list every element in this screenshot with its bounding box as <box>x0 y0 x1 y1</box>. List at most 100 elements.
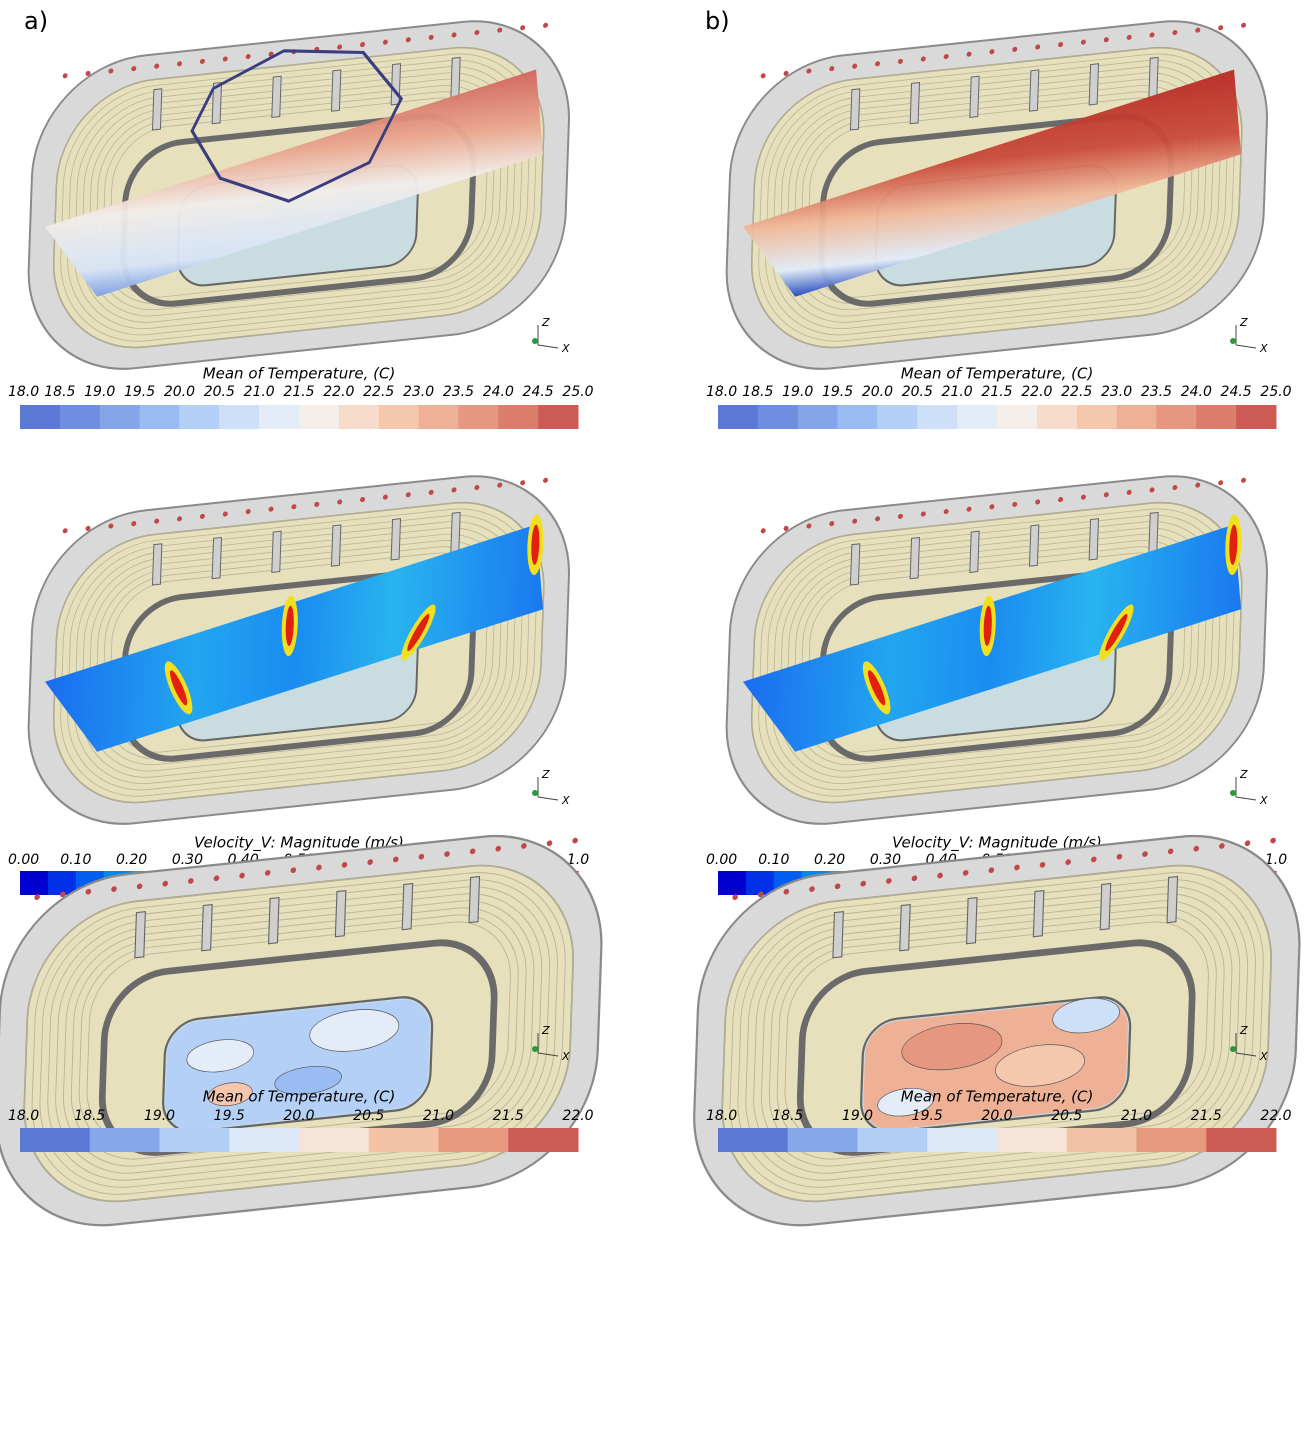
colorbar-bin <box>718 871 746 895</box>
colorbar-bin <box>299 405 339 429</box>
pillar <box>967 898 977 944</box>
colorbar-bin <box>419 405 459 429</box>
colorbar-tick-label: 22.0 <box>323 384 354 400</box>
colorbar-bin <box>379 405 419 429</box>
colorbar-tick-label: 22.0 <box>1260 1108 1291 1124</box>
colorbar-bin <box>1156 405 1196 429</box>
colorbar-tick-label: 20.5 <box>353 1108 384 1124</box>
colorbar-tick-label: 18.5 <box>44 384 75 400</box>
colorbar-tick-label: 0.20 <box>116 852 147 868</box>
colorbar-tick-label: 21.0 <box>1121 1108 1152 1124</box>
colorbar-tick-label: 24.0 <box>483 384 514 400</box>
colorbar-tick-label: 24.0 <box>1181 384 1212 400</box>
colorbar-bin <box>927 1128 997 1152</box>
axis-label-z: Z <box>541 316 550 329</box>
colorbar-tick-label: 21.0 <box>423 1108 454 1124</box>
arena-rendering <box>25 465 573 834</box>
colorbar-tick-label: 19.5 <box>124 384 155 400</box>
pillar <box>212 538 221 579</box>
triad-x <box>538 345 558 348</box>
colorbar-title: Mean of Temperature, (C) <box>901 1088 1094 1106</box>
triad-x <box>1236 797 1256 800</box>
light <box>520 25 525 31</box>
pillar <box>970 531 979 572</box>
axis-label-z: Z <box>541 1024 550 1037</box>
colorbar-bin <box>259 405 299 429</box>
axis-label-z: Z <box>1239 768 1248 781</box>
colorbar-bin <box>718 405 758 429</box>
panel-label: a) <box>24 7 48 35</box>
colorbar-bin <box>20 405 60 429</box>
pillar <box>910 538 919 579</box>
pillar <box>970 76 979 117</box>
colorbar-tick-label: 23.0 <box>403 384 434 400</box>
colorbar-tick-label: 24.5 <box>1221 384 1252 400</box>
colorbar-tick-label: 24.5 <box>523 384 554 400</box>
axis-label-x: X <box>561 342 570 355</box>
colorbar-title: Mean of Temperature, (C) <box>901 365 1094 383</box>
colorbar-tick-label: 19.5 <box>912 1108 943 1124</box>
pillar <box>1167 877 1177 923</box>
colorbar-bin <box>1196 405 1236 429</box>
pillar <box>1089 519 1098 560</box>
pillar <box>272 76 281 117</box>
colorbar-tick-label: 18.0 <box>706 1108 737 1124</box>
light <box>543 23 548 29</box>
colorbar-tick-label: 22.5 <box>1061 384 1092 400</box>
pillar <box>391 64 400 105</box>
colorbar-bin <box>20 871 48 895</box>
colorbar-tick-label: 18.0 <box>8 384 39 400</box>
pillar <box>269 898 279 944</box>
colorbar-tick-label: 23.5 <box>1141 384 1172 400</box>
colorbar-tick-label: 21.5 <box>981 384 1012 400</box>
colorbar-tick-label: 21.0 <box>244 384 275 400</box>
colorbar-bin <box>997 405 1037 429</box>
colorbar-bin <box>179 405 219 429</box>
colorbar-tick-label: 19.0 <box>144 1108 175 1124</box>
pillar <box>451 512 460 553</box>
colorbar-tick-label: 22.5 <box>363 384 394 400</box>
colorbar-bin <box>339 405 379 429</box>
colorbar-bin <box>1067 1128 1137 1152</box>
triad-y <box>532 790 538 796</box>
pillar <box>910 83 919 124</box>
light <box>543 478 548 484</box>
colorbar-tick-label: 21.5 <box>493 1108 524 1124</box>
colorbar-tick-label: 20.5 <box>902 384 933 400</box>
triad-y <box>1230 338 1236 344</box>
triad-y <box>532 338 538 344</box>
colorbar-tick-label: 25.0 <box>1260 384 1291 400</box>
axis-label-x: X <box>1259 342 1268 355</box>
arena-rendering <box>723 465 1271 834</box>
colorbar-bin <box>160 1128 230 1152</box>
figure: a)ZXMean of Temperature, (C)18.018.519.0… <box>0 0 1306 1434</box>
pillar <box>850 544 859 585</box>
colorbar-tick-label: 18.5 <box>742 384 773 400</box>
colorbar-tick-label: 19.5 <box>822 384 853 400</box>
colorbar-bin <box>1037 405 1077 429</box>
pillar <box>391 519 400 560</box>
colorbar-tick-label: 0.10 <box>758 852 789 868</box>
colorbar-bin <box>1206 1128 1276 1152</box>
light <box>520 480 525 486</box>
colorbar-bin <box>90 1128 160 1152</box>
light <box>1218 25 1223 31</box>
colorbar-tick-label: 20.0 <box>862 384 893 400</box>
colorbar-tick-label: 21.5 <box>283 384 314 400</box>
colorbar-bin <box>917 405 957 429</box>
light <box>1241 478 1246 484</box>
colorbar-tick-label: 19.0 <box>782 384 813 400</box>
light <box>1241 23 1246 29</box>
colorbar-bin <box>508 1128 578 1152</box>
colorbar-bin <box>957 405 997 429</box>
colorbar-tick-label: 22.0 <box>562 1108 593 1124</box>
colorbar-tick-label: 0.00 <box>8 852 39 868</box>
axis-label-x: X <box>1259 1050 1268 1063</box>
colorbar-tick-label: 20.5 <box>1051 1108 1082 1124</box>
colorbar-bin <box>838 405 878 429</box>
colorbar-title: Mean of Temperature, (C) <box>203 365 396 383</box>
colorbar-tick-label: 18.0 <box>8 1108 39 1124</box>
pillar <box>135 912 145 958</box>
axis-label-z: Z <box>541 768 550 781</box>
colorbar-bin <box>48 871 76 895</box>
